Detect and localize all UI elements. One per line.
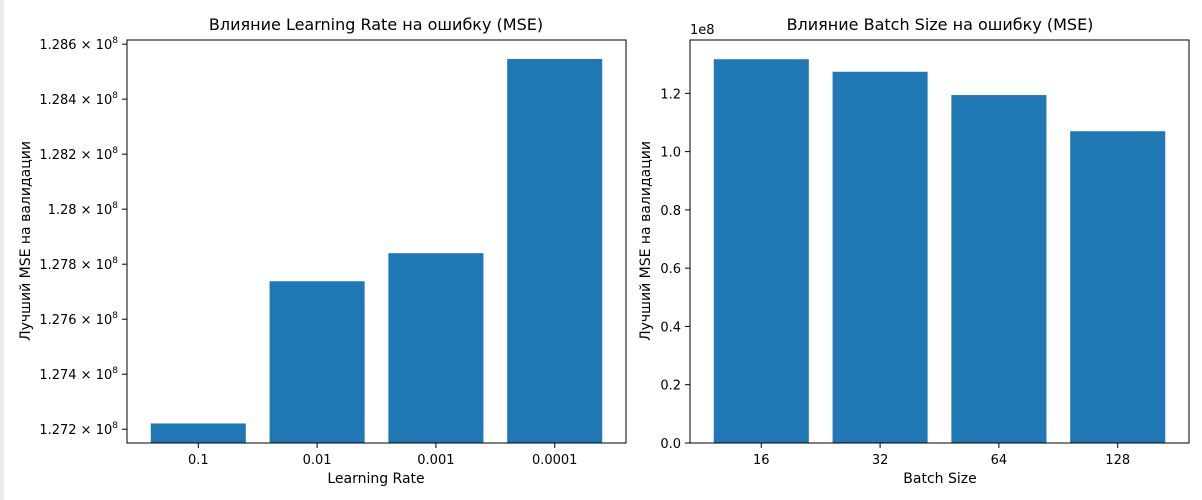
bar-0.0001 <box>507 58 603 443</box>
chart-batch-size: Влияние Batch Size на ошибку (MSE) 0.00.… <box>638 15 1190 487</box>
y-tick-mantissa: 1.286 <box>39 38 76 53</box>
y-tick-label: 1.28 × 108 <box>48 201 119 218</box>
y-tick-label: 1.284 × 108 <box>39 91 118 108</box>
y-tick-label: 0.2 <box>660 379 681 394</box>
y-tick-exponent: 8 <box>112 36 118 46</box>
x-ticks: 16 32 64 128 <box>753 443 1130 468</box>
y-tick-exponent: 8 <box>112 421 118 431</box>
y-tick-mantissa: 1.282 <box>39 148 76 163</box>
y-tick-base: 10 <box>96 148 113 163</box>
y-tick-mantissa: 1.276 <box>39 313 76 328</box>
bar-32 <box>832 71 928 443</box>
x-tick-label: 0.1 <box>188 453 209 468</box>
y-tick-label: 1.282 × 108 <box>39 146 118 163</box>
y-axis-label: Лучший MSE на валидации <box>18 141 34 341</box>
bar-128 <box>1070 131 1166 444</box>
chart-title: Влияние Learning Rate на ошибку (MSE) <box>209 15 543 34</box>
x-tick-label: 32 <box>872 453 889 468</box>
y-tick-exponent: 8 <box>112 201 118 211</box>
y-ticks: 0.0 0.2 0.4 0.6 0.8 1.0 1.2 <box>660 87 690 452</box>
y-tick-exponent: 8 <box>112 146 118 156</box>
y-tick-label: 1.278 × 108 <box>39 256 118 273</box>
y-tick-label: 0.6 <box>660 262 681 277</box>
y-tick-mantissa: 1.278 <box>39 258 76 273</box>
y-tick-exponent: 8 <box>112 311 118 321</box>
y-tick-base: 10 <box>96 313 113 328</box>
y-tick-mantissa: 1.272 <box>39 423 76 438</box>
y-tick-mantissa: 1.274 <box>39 368 76 383</box>
x-tick-label: 128 <box>1105 453 1130 468</box>
window-edge <box>0 0 4 500</box>
y-tick-label: 1.2 <box>660 87 681 102</box>
y-tick-label: 1.272 × 108 <box>39 421 118 438</box>
y-ticks: 1.272 × 108 1.274 × 108 1.276 × 108 1.278 ×… <box>39 36 127 438</box>
y-offset-text: 1e8 <box>690 23 715 38</box>
x-tick-label: 0.01 <box>303 453 332 468</box>
bar-0.01 <box>269 281 365 443</box>
y-tick-base: 10 <box>96 93 113 108</box>
bar-64 <box>951 95 1047 443</box>
y-tick-exponent: 8 <box>112 91 118 101</box>
bars <box>150 58 603 443</box>
y-tick-exponent: 8 <box>112 366 118 376</box>
bar-0.1 <box>150 423 246 443</box>
y-tick-base: 10 <box>96 203 113 218</box>
x-tick-label: 16 <box>753 453 770 468</box>
x-tick-label: 0.0001 <box>532 453 578 468</box>
chart-title: Влияние Batch Size на ошибку (MSE) <box>787 15 1094 34</box>
y-tick-base: 10 <box>96 423 113 438</box>
x-tick-label: 0.001 <box>417 453 454 468</box>
x-axis-label: Learning Rate <box>327 471 424 487</box>
x-axis-label: Batch Size <box>903 471 976 487</box>
bars <box>713 59 1166 444</box>
chart-learning-rate: Влияние Learning Rate на ошибку (MSE) 1.… <box>18 15 627 487</box>
y-tick-label: 1.276 × 108 <box>39 311 118 328</box>
y-tick-exponent: 8 <box>112 256 118 266</box>
axes-frame <box>689 39 1190 444</box>
y-tick-label: 0.0 <box>660 437 681 452</box>
bar-16 <box>713 59 809 443</box>
x-tick-label: 64 <box>991 453 1008 468</box>
y-tick-label: 1.274 × 108 <box>39 366 118 383</box>
axes-frame <box>126 39 627 444</box>
y-tick-mantissa: 1.28 <box>48 203 77 218</box>
y-tick-label: 1.0 <box>660 146 681 161</box>
y-tick-label: 0.4 <box>660 320 681 335</box>
x-ticks: 0.1 0.01 0.001 0.0001 <box>188 443 578 468</box>
y-tick-base: 10 <box>96 368 113 383</box>
y-tick-mantissa: 1.284 <box>39 93 76 108</box>
bar-0.001 <box>388 253 484 443</box>
y-tick-label: 1.286 × 108 <box>39 36 118 53</box>
y-tick-label: 0.8 <box>660 204 681 219</box>
y-tick-base: 10 <box>96 258 113 273</box>
y-tick-base: 10 <box>96 38 113 53</box>
y-axis-label: Лучший MSE на валидации <box>638 141 654 341</box>
